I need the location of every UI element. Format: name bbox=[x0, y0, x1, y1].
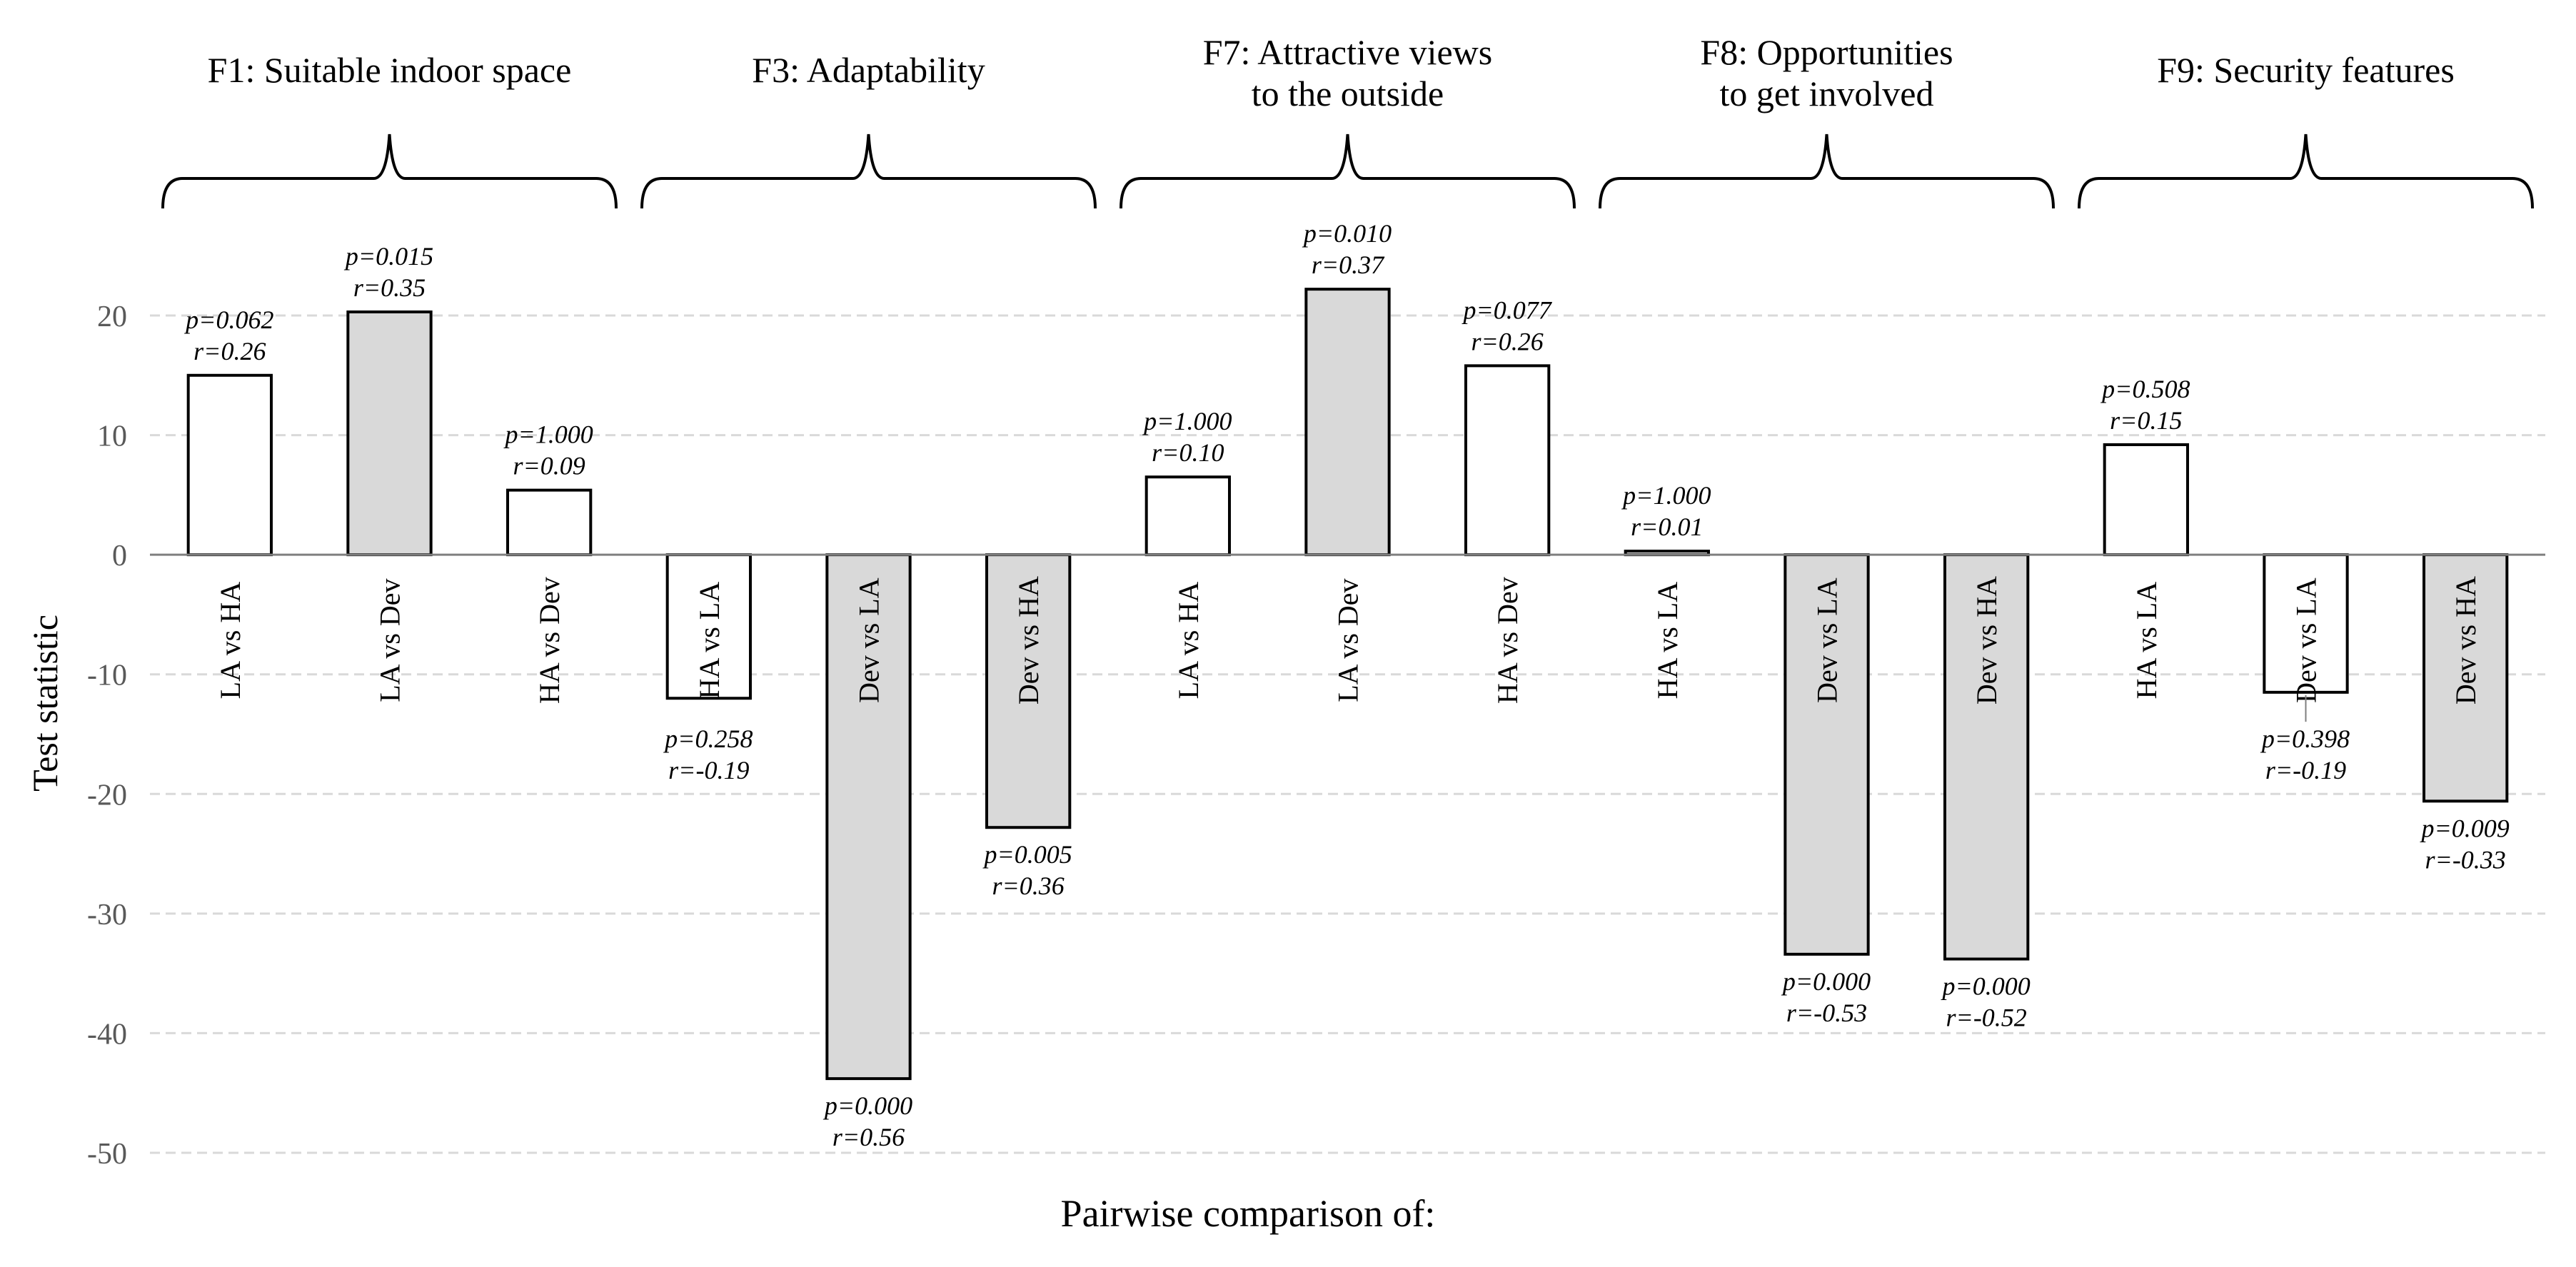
category-label: LA vs Dev bbox=[374, 578, 406, 702]
group-brace bbox=[640, 133, 1097, 209]
p-value-label: p=0.258 bbox=[663, 725, 753, 753]
group-title: F7: Attractive views to the outside bbox=[1203, 32, 1493, 113]
y-tick-label: 10 bbox=[97, 420, 127, 453]
group-title: F8: Opportunities to get involved bbox=[1700, 32, 1953, 113]
category-label: HA vs Dev bbox=[1491, 577, 1524, 704]
category-label: Dev vs LA bbox=[1811, 577, 1843, 703]
bar bbox=[985, 553, 1072, 829]
bar bbox=[2263, 553, 2349, 694]
p-value-label: p=0.000 bbox=[1941, 972, 2031, 1001]
p-value-label: p=0.508 bbox=[2100, 375, 2190, 403]
y-tick-label: -50 bbox=[87, 1138, 127, 1171]
y-axis-title: Test statistic bbox=[25, 615, 65, 792]
y-tick-label: -40 bbox=[87, 1018, 127, 1051]
bar bbox=[1464, 364, 1551, 557]
effect-size-label: r=0.35 bbox=[353, 273, 426, 302]
bar bbox=[346, 310, 433, 557]
category-label: HA vs LA bbox=[693, 582, 725, 700]
p-value-label: p=1.000 bbox=[1142, 407, 1232, 435]
p-value-label: p=0.015 bbox=[343, 242, 433, 271]
group-title: F1: Suitable indoor space bbox=[208, 50, 572, 90]
bar bbox=[2422, 553, 2509, 803]
effect-size-label: r=0.37 bbox=[1312, 251, 1385, 279]
category-label: Dev vs HA bbox=[1012, 576, 1045, 705]
bar bbox=[1304, 288, 1391, 557]
effect-size-label: r=-0.33 bbox=[2425, 845, 2506, 874]
bar bbox=[1943, 553, 2030, 961]
y-tick-labels: 20 10 0 -10 -20 -30 -40 -50 bbox=[87, 301, 127, 1171]
effect-size-label: r=0.26 bbox=[1471, 327, 1544, 355]
category-label: Dev vs HA bbox=[2450, 576, 2482, 705]
y-tick-label: 20 bbox=[97, 301, 127, 333]
bar bbox=[2103, 443, 2189, 557]
category-label: HA vs LA bbox=[2130, 582, 2163, 700]
y-tick-label: -20 bbox=[87, 779, 127, 812]
bar bbox=[506, 488, 593, 557]
effect-size-label: r=0.01 bbox=[1631, 513, 1703, 541]
p-value-label: p=0.398 bbox=[2260, 725, 2350, 753]
bar bbox=[1783, 553, 1870, 956]
y-tick-label: 0 bbox=[112, 540, 127, 572]
p-value-label: p=1.000 bbox=[1621, 481, 1711, 510]
category-label: HA vs LA bbox=[1651, 582, 1684, 700]
category-label: LA vs Dev bbox=[1332, 578, 1364, 702]
effect-size-label: r=0.15 bbox=[2110, 406, 2182, 435]
effect-size-label: r=0.36 bbox=[992, 872, 1065, 900]
bar bbox=[665, 553, 752, 700]
effect-size-label: r=-0.19 bbox=[2265, 756, 2346, 784]
group-brace bbox=[1120, 133, 1576, 209]
group-title: F3: Adaptability bbox=[752, 50, 985, 90]
category-label: LA vs HA bbox=[214, 582, 246, 700]
group-headers: F1: Suitable indoor space F3: Adaptabilit… bbox=[161, 32, 2534, 209]
p-value-label: p=0.000 bbox=[822, 1091, 912, 1120]
p-value-label: p=1.000 bbox=[503, 420, 593, 449]
p-value-label: p=0.062 bbox=[183, 306, 273, 334]
category-label: Dev vs HA bbox=[1971, 576, 2003, 705]
group-brace bbox=[1599, 133, 2055, 209]
effect-size-label: r=-0.52 bbox=[1946, 1004, 2027, 1032]
y-tick-label: -10 bbox=[87, 660, 127, 692]
category-label: Dev vs LA bbox=[853, 577, 885, 703]
effect-size-label: r=-0.53 bbox=[1786, 999, 1867, 1027]
x-axis-title: Pairwise comparison of: bbox=[1061, 1192, 1436, 1235]
bars bbox=[186, 288, 2509, 1081]
p-value-label: p=0.009 bbox=[2420, 814, 2510, 842]
bar bbox=[186, 373, 273, 557]
effect-size-label: r=-0.19 bbox=[668, 756, 749, 784]
p-value-label: p=0.005 bbox=[982, 840, 1072, 869]
category-label: HA vs Dev bbox=[533, 577, 565, 704]
gridlines bbox=[150, 314, 2545, 1154]
effect-size-label: r=0.10 bbox=[1152, 438, 1224, 467]
effect-size-label: r=0.56 bbox=[832, 1123, 905, 1151]
category-label: LA vs HA bbox=[1172, 582, 1204, 700]
p-value-label: p=0.010 bbox=[1302, 219, 1392, 248]
bar bbox=[825, 553, 912, 1081]
group-brace bbox=[161, 133, 618, 209]
group-title: F9: Security features bbox=[2157, 50, 2455, 90]
bar bbox=[1144, 475, 1231, 557]
y-tick-label: -30 bbox=[87, 899, 127, 932]
p-value-label: p=0.077 bbox=[1461, 296, 1553, 324]
p-value-label: p=0.000 bbox=[1781, 967, 1871, 996]
group-brace bbox=[2078, 133, 2534, 209]
category-label: Dev vs LA bbox=[2290, 577, 2323, 703]
effect-size-label: r=0.09 bbox=[513, 452, 585, 480]
effect-size-label: r=0.26 bbox=[193, 337, 266, 365]
